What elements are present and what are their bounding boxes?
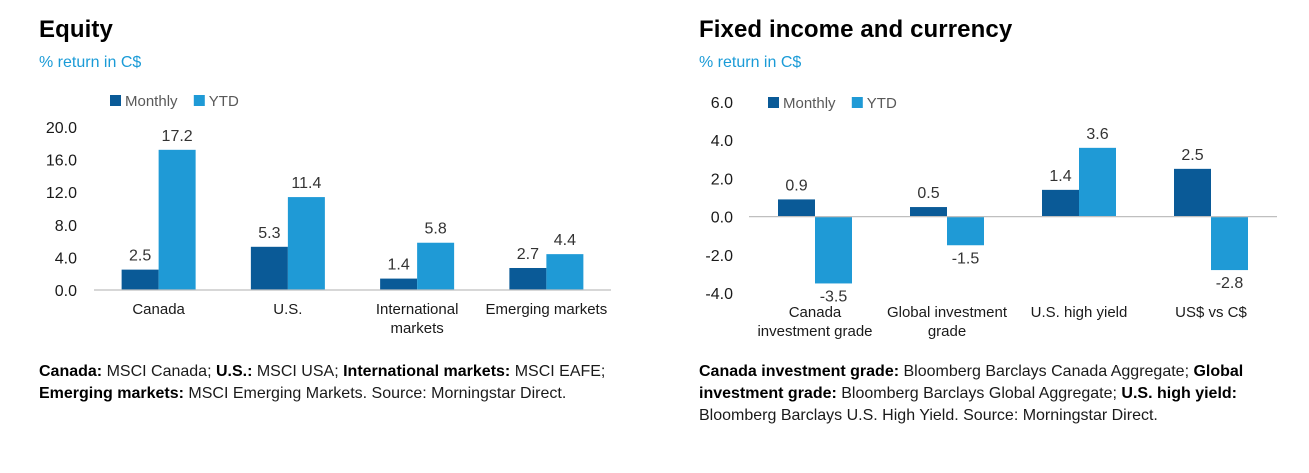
fixed-note-label: Global investment grade:: [699, 363, 1244, 402]
equity-data-label: 1.4: [388, 257, 410, 274]
fixed-y-tick-label: 4.0: [711, 133, 733, 150]
equity-category-label: Emerging markets: [486, 301, 608, 318]
equity-category-label: Canada: [132, 301, 185, 318]
equity-y-tick-label: 0.0: [55, 283, 77, 300]
fixed-legend-label-ytd: YTD: [867, 95, 897, 112]
fixed-bar-monthly: [1042, 189, 1079, 217]
equity-bar-monthly: [121, 269, 159, 290]
equity-bar-monthly: [380, 278, 418, 290]
equity-y-tick-label: 16.0: [46, 153, 77, 170]
fixed-category-label: Global investment: [887, 304, 1008, 321]
fixed-note-text: Bloomberg Barclays Canada Aggregate;: [899, 363, 1194, 380]
equity-chart: 0.0 4.0 8.0 12.0 16.0 20.0 2.5 5.3 1.4 2.7 17.2 11.…: [46, 93, 611, 337]
fixed-bar-monthly: [910, 207, 947, 217]
fixed-y-tick-label: 0.0: [711, 210, 733, 227]
fixed-y-tick-label: -2.0: [705, 248, 733, 265]
equity-bar-monthly: [509, 267, 547, 290]
fixed-data-label: -1.5: [952, 250, 980, 267]
equity-title: Equity: [39, 16, 113, 43]
fixed-data-label: 1.4: [1049, 168, 1071, 185]
equity-category-label: markets: [390, 320, 443, 337]
equity-legend-label-ytd: YTD: [209, 93, 239, 110]
equity-note-text: MSCI Canada;: [102, 363, 216, 380]
fixed-note-label: U.S. high yield:: [1121, 385, 1237, 402]
fixed-note-text: Bloomberg Barclays U.S. High Yield. Sour…: [699, 407, 1158, 424]
equity-bar-ytd: [417, 242, 455, 290]
equity-note-label: International markets:: [343, 363, 511, 380]
equity-data-label: 5.3: [258, 225, 280, 242]
equity-y-tick-label: 20.0: [46, 120, 77, 137]
equity-note-text: MSCI USA;: [252, 363, 344, 380]
equity-y-tick-label: 4.0: [55, 250, 77, 267]
fixed-legend-label-monthly: Monthly: [783, 95, 836, 112]
equity-category-label: International: [376, 301, 459, 318]
equity-note-text: MSCI EAFE;: [510, 363, 606, 380]
equity-legend-swatch-ytd: [193, 95, 205, 106]
fixed-data-label: 2.5: [1181, 147, 1203, 164]
fixed-category-label: investment grade: [757, 323, 872, 340]
equity-y-tick-label: 8.0: [55, 218, 77, 235]
fixed-category-label: US$ vs C$: [1175, 304, 1247, 321]
equity-bar-ytd: [158, 149, 196, 290]
fixed-income-title: Fixed income and currency: [699, 16, 1013, 43]
equity-legend-label-monthly: Monthly: [125, 93, 178, 110]
fixed-data-label: 0.5: [917, 185, 939, 202]
fixed-category-label: grade: [928, 323, 966, 340]
equity-subtitle: % return in C$: [39, 54, 142, 71]
equity-data-label: 5.8: [425, 221, 447, 238]
fixed-bar-ytd: [947, 216, 984, 246]
equity-data-label: 4.4: [554, 232, 576, 249]
fixed-note-text: Bloomberg Barclays Global Aggregate;: [836, 385, 1122, 402]
fixed-data-label: -2.8: [1216, 275, 1244, 292]
fixed-bar-monthly: [1174, 168, 1211, 217]
fixed-note-label: Canada investment grade:: [699, 363, 900, 380]
fixed-data-label: 3.6: [1086, 126, 1108, 143]
equity-note-label: Canada:: [39, 363, 103, 380]
fixed-category-label: Canada: [789, 304, 842, 321]
equity-data-label: 2.7: [517, 246, 539, 263]
fixed-income-source-note: Canada investment grade: Bloomberg Barcl…: [699, 361, 1289, 427]
equity-legend-swatch-monthly: [110, 95, 121, 106]
fixed-income-subtitle: % return in C$: [699, 54, 802, 71]
equity-data-label: 2.5: [129, 248, 151, 265]
fixed-bar-ytd: [1079, 147, 1116, 217]
fixed-bar-monthly: [778, 199, 815, 217]
fixed-data-label: -3.5: [820, 288, 848, 305]
fixed-data-label: 0.9: [785, 177, 807, 194]
equity-category-label: U.S.: [273, 301, 302, 318]
equity-note-text: MSCI Emerging Markets. Source: Morningst…: [183, 385, 567, 402]
fixed-y-tick-label: -4.0: [705, 286, 733, 303]
equity-panel: Equity % return in C$ 0.0 4.0 8.0 12.0 16.0 2…: [0, 0, 650, 473]
fixed-category-label: U.S. high yield: [1031, 304, 1128, 321]
equity-data-label: 11.4: [291, 175, 321, 192]
fixed-y-tick-label: 6.0: [711, 95, 733, 112]
fixed-bar-ytd: [1211, 216, 1248, 271]
fixed-income-chart: -4.0 -2.0 0.0 2.0 4.0 6.0 0.9 0.5 1.4 2.5 -3.5 -1.5…: [705, 95, 1277, 340]
equity-source-note: Canada: MSCI Canada; U.S.: MSCI USA; Int…: [39, 361, 614, 405]
equity-bar-monthly: [250, 246, 288, 290]
fixed-y-tick-label: 2.0: [711, 171, 733, 188]
fixed-legend-swatch-ytd: [851, 97, 863, 108]
fixed-income-panel: Fixed income and currency % return in C$…: [660, 0, 1309, 473]
fixed-bar-ytd: [815, 216, 852, 284]
equity-bar-ytd: [287, 197, 325, 290]
equity-y-tick-label: 12.0: [46, 185, 77, 202]
fixed-legend-swatch-monthly: [768, 97, 779, 108]
equity-note-label: Emerging markets:: [39, 385, 184, 402]
equity-bar-ytd: [546, 254, 584, 290]
equity-note-label: U.S.:: [215, 363, 253, 380]
equity-data-label: 17.2: [162, 128, 193, 145]
